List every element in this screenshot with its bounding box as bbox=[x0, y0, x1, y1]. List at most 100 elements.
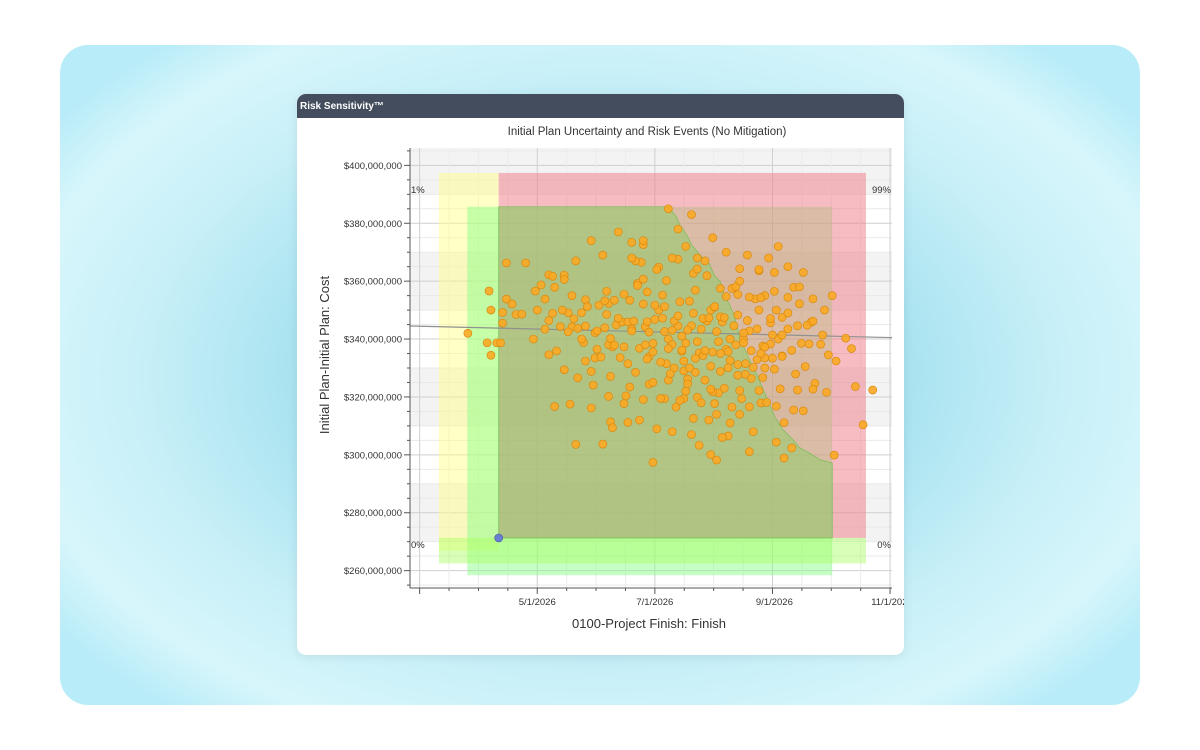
x-tick-label: 7/1/2026 bbox=[636, 597, 673, 608]
data-point bbox=[649, 339, 657, 347]
data-point bbox=[809, 385, 817, 393]
data-point bbox=[745, 293, 753, 301]
data-point bbox=[620, 400, 628, 408]
data-point bbox=[653, 266, 661, 274]
data-point bbox=[487, 351, 495, 359]
data-point bbox=[570, 315, 578, 323]
data-point bbox=[541, 295, 549, 303]
region-lime-band bbox=[439, 538, 866, 563]
data-point bbox=[740, 329, 748, 337]
data-point bbox=[722, 293, 730, 301]
data-point bbox=[701, 376, 709, 384]
data-point bbox=[531, 287, 539, 295]
data-point bbox=[736, 387, 744, 395]
data-point bbox=[680, 357, 688, 365]
data-point bbox=[795, 283, 803, 291]
data-point bbox=[778, 331, 786, 339]
data-point bbox=[601, 324, 609, 332]
data-point bbox=[581, 357, 589, 365]
data-point bbox=[620, 343, 628, 351]
data-point bbox=[564, 328, 572, 336]
data-point bbox=[487, 306, 495, 314]
data-point bbox=[485, 287, 493, 295]
y-tick-label: $340,000,000 bbox=[344, 335, 402, 346]
x-tick-label: 5/1/2026 bbox=[519, 597, 556, 608]
data-point bbox=[645, 328, 653, 336]
data-point bbox=[643, 355, 651, 363]
data-point bbox=[794, 322, 802, 330]
data-point bbox=[620, 290, 628, 298]
data-point bbox=[668, 326, 676, 334]
data-point bbox=[545, 351, 553, 359]
percentile-label-top-right: 99% bbox=[872, 185, 892, 196]
data-point bbox=[533, 306, 541, 314]
data-point bbox=[828, 292, 836, 300]
data-point bbox=[743, 251, 751, 259]
data-point bbox=[830, 451, 838, 459]
data-point bbox=[483, 339, 491, 347]
data-point bbox=[630, 317, 638, 325]
data-point bbox=[678, 332, 686, 340]
data-point bbox=[689, 414, 697, 422]
data-point bbox=[653, 425, 661, 433]
data-point bbox=[603, 287, 611, 295]
data-point bbox=[643, 318, 651, 326]
data-point bbox=[541, 325, 549, 333]
data-point bbox=[687, 431, 695, 439]
data-point bbox=[589, 381, 597, 389]
data-point bbox=[809, 317, 817, 325]
data-point bbox=[784, 325, 792, 333]
data-point bbox=[622, 392, 630, 400]
data-point bbox=[707, 362, 715, 370]
data-point bbox=[689, 309, 697, 317]
data-point bbox=[736, 277, 744, 285]
data-point bbox=[660, 303, 668, 311]
data-point bbox=[724, 348, 732, 356]
data-point bbox=[508, 300, 516, 308]
data-point bbox=[599, 251, 607, 259]
data-point bbox=[678, 346, 686, 354]
data-point bbox=[780, 419, 788, 427]
data-point bbox=[574, 374, 582, 382]
data-point bbox=[720, 314, 728, 322]
risk-sensitivity-panel: Risk Sensitivity™ $260,000,000 $280,000,0… bbox=[297, 94, 904, 655]
data-point bbox=[601, 297, 609, 305]
data-point bbox=[726, 356, 734, 364]
data-point bbox=[657, 394, 665, 402]
data-point bbox=[664, 345, 672, 353]
chart-title: Initial Plan Uncertainty and Risk Events… bbox=[508, 126, 787, 138]
data-point bbox=[551, 403, 559, 411]
data-point bbox=[560, 275, 568, 283]
data-point bbox=[705, 416, 713, 424]
data-point bbox=[499, 319, 507, 327]
data-point bbox=[651, 301, 659, 309]
data-point bbox=[686, 297, 694, 305]
data-point bbox=[799, 268, 807, 276]
percentile-label-bottom-right: 0% bbox=[877, 540, 891, 551]
data-point bbox=[607, 334, 615, 342]
data-point bbox=[668, 428, 676, 436]
data-point bbox=[610, 296, 618, 304]
data-point bbox=[668, 254, 676, 262]
data-point bbox=[626, 383, 634, 391]
data-point bbox=[726, 419, 734, 427]
data-point bbox=[581, 322, 589, 330]
data-point bbox=[578, 335, 586, 343]
y-tick-label: $280,000,000 bbox=[344, 508, 402, 519]
data-point bbox=[691, 354, 699, 362]
data-point bbox=[711, 303, 719, 311]
data-point bbox=[749, 363, 757, 371]
data-point bbox=[788, 444, 796, 452]
data-point bbox=[784, 263, 792, 271]
data-point bbox=[691, 286, 699, 294]
x-tick-label: 9/1/2026 bbox=[756, 597, 793, 608]
data-point bbox=[684, 380, 692, 388]
data-point bbox=[695, 441, 703, 449]
data-point bbox=[651, 315, 659, 323]
data-point bbox=[593, 345, 601, 353]
data-point bbox=[707, 385, 715, 393]
data-point bbox=[720, 384, 728, 392]
data-point bbox=[757, 294, 765, 302]
y-tick-label: $360,000,000 bbox=[344, 277, 402, 288]
data-point bbox=[734, 371, 742, 379]
